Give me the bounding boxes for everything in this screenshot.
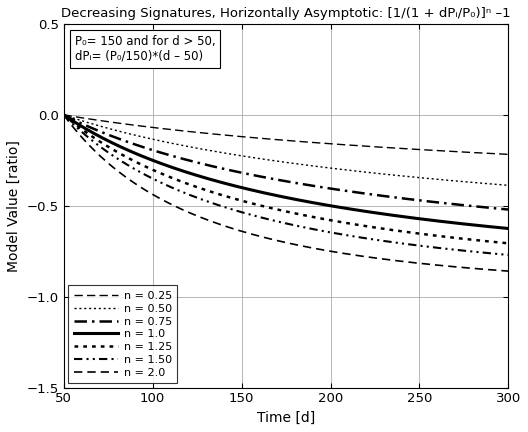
n = 0.75 [60,112,67,118]
X-axis label: Time [d]: Time [d] [257,411,315,425]
n = 0.75 [83,123,89,128]
n = 1.25 [492,239,498,245]
n = 1.25 [411,230,417,235]
n = 1.50 [277,219,283,225]
n = 1.25 [265,205,271,210]
n = 1.25 [505,241,512,246]
Line: n = 2.0: n = 2.0 [63,115,508,271]
Line: n = 1.50: n = 1.50 [63,115,508,255]
n = 1.25 [83,130,89,135]
n = 1.25 [277,207,283,213]
Y-axis label: Model Value [ratio]: Model Value [ratio] [7,140,21,272]
n = 1.0 [83,127,89,132]
n = 0.50 [492,182,498,187]
n = 1.0 [492,225,498,230]
n = 1.25 [60,112,67,118]
n = 2.0 [60,112,67,118]
n = 1.50 [411,242,417,248]
n = 0.75 [277,178,283,183]
n = 0.25 [277,137,283,143]
n = 0.50 [411,175,417,180]
n = 0.25 [265,137,271,142]
n = 1.0 [411,216,417,221]
n = 0.25 [60,112,67,118]
n = 1.0 [277,194,283,199]
n = 1.50 [83,133,89,138]
n = 0.50 [492,182,498,187]
Line: n = 0.25: n = 0.25 [63,115,508,154]
n = 0.25 [492,151,498,156]
n = 1.50 [265,216,271,222]
n = 1.50 [505,252,512,257]
n = 2.0 [492,267,498,273]
Line: n = 1.25: n = 1.25 [63,115,508,243]
n = 1.50 [60,112,67,118]
n = 0.25 [411,146,417,152]
Line: n = 0.75: n = 0.75 [63,115,508,210]
n = 0.50 [265,157,271,162]
n = 0.75 [265,175,271,181]
n = 0.75 [492,206,498,211]
n = 2.0 [411,260,417,265]
n = 0.25 [492,151,498,156]
Title: Decreasing Signatures, Horizontally Asymptotic: [1/(1 + dPᵢ/P₀)]ⁿ –1: Decreasing Signatures, Horizontally Asym… [61,7,511,20]
n = 1.0 [505,226,512,231]
n = 2.0 [505,269,512,274]
n = 0.25 [83,116,89,121]
n = 1.25 [492,239,498,245]
n = 2.0 [277,238,283,244]
Line: n = 1.0: n = 1.0 [63,115,508,229]
n = 0.25 [505,152,512,157]
n = 0.75 [492,206,498,211]
n = 1.0 [60,112,67,118]
n = 1.0 [265,191,271,196]
n = 1.0 [492,225,498,230]
Text: P₀= 150 and for d > 50,
dPᵢ= (P₀/150)*(d – 50): P₀= 150 and for d > 50, dPᵢ= (P₀/150)*(d… [75,35,215,63]
n = 0.50 [83,120,89,125]
n = 0.50 [60,112,67,118]
n = 1.50 [492,251,498,256]
n = 0.50 [505,183,512,188]
n = 2.0 [265,236,271,241]
Line: n = 0.50: n = 0.50 [63,115,508,185]
n = 0.75 [411,197,417,202]
n = 2.0 [492,267,498,273]
n = 0.50 [277,159,283,164]
n = 1.50 [492,251,498,256]
Legend: n = 0.25, n = 0.50, n = 0.75, n = 1.0, n = 1.25, n = 1.50, n = 2.0: n = 0.25, n = 0.50, n = 0.75, n = 1.0, n… [68,286,177,383]
n = 2.0 [83,140,89,145]
n = 0.75 [505,207,512,212]
